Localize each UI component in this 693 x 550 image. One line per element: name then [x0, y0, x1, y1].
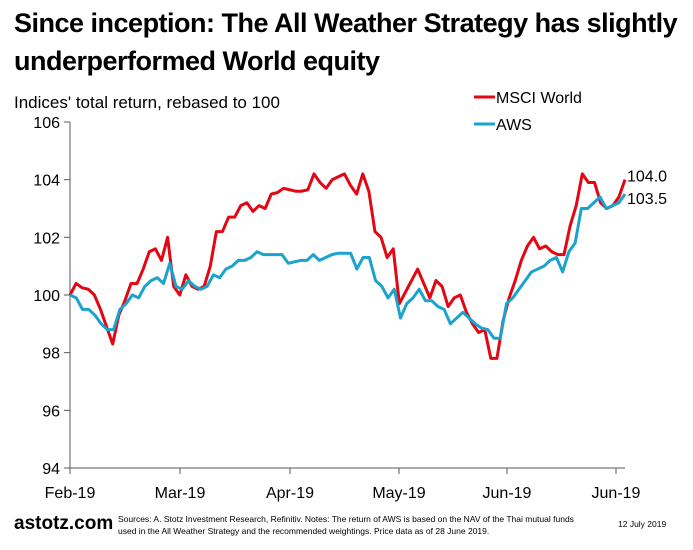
y-tick-label: 98: [42, 346, 60, 363]
brand-logo: astotz.com: [14, 513, 114, 534]
y-tick-label: 94: [42, 461, 60, 478]
x-tick-label: Feb-19: [45, 485, 96, 502]
y-tick-label: 104: [33, 173, 60, 190]
end-label-aws: 103.5: [627, 191, 667, 208]
legend-label-aws: AWS: [496, 117, 532, 134]
y-tick-label: 102: [33, 230, 60, 247]
y-tick-label: 106: [33, 115, 60, 132]
legend: MSCI World AWS: [474, 90, 582, 134]
y-tick-label: 100: [33, 288, 60, 305]
legend-label-msci: MSCI World: [496, 90, 582, 107]
source-note: Sources: A. Stotz Investment Research, R…: [118, 514, 574, 536]
x-tick-label: May-19: [372, 485, 425, 502]
y-tick-label: 96: [42, 403, 60, 420]
x-tick-label: Apr-19: [266, 485, 314, 502]
msci-world-line: [68, 172, 627, 360]
x-tick-label: Jun-19: [592, 485, 641, 502]
series-group: 104.0 103.5: [68, 169, 667, 360]
x-tick-label: Jun-19: [483, 485, 532, 502]
publish-date: 12 July 2019: [618, 519, 667, 529]
aws-line: [69, 193, 627, 340]
axes: 94 96 98 100 102 104 106 Feb-19 Mar-19 Apr-19 May-…: [33, 115, 640, 502]
end-label-msci: 104.0: [627, 169, 667, 186]
x-tick-label: Mar-19: [155, 485, 206, 502]
chart-subtitle: Indices' total return, rebased to 100: [14, 93, 280, 112]
chart-title: Since inception: The All Weather Strateg…: [14, 8, 678, 76]
